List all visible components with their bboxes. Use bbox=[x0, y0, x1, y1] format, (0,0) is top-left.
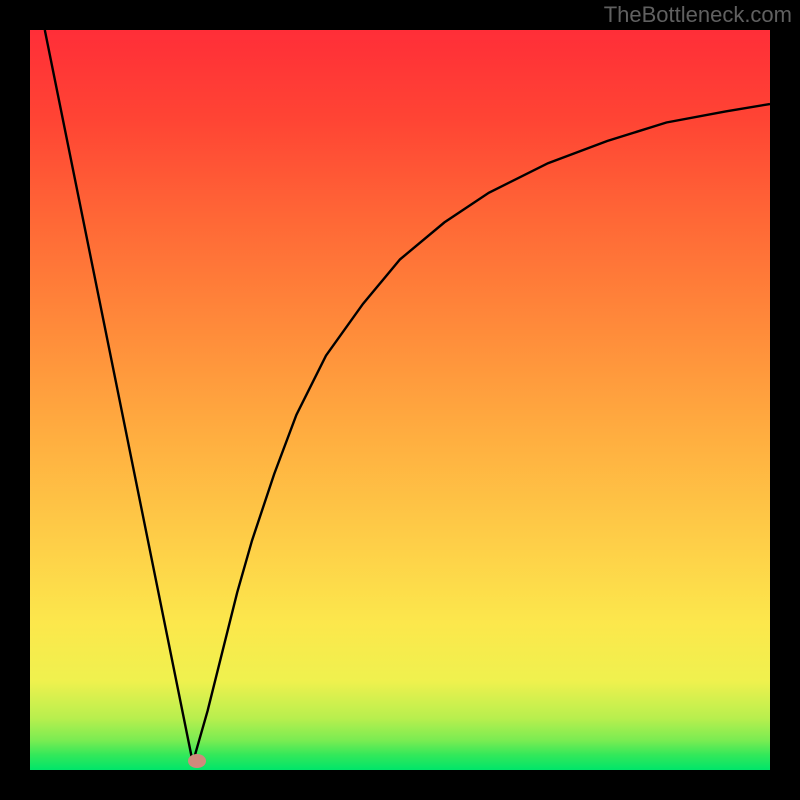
watermark-text: TheBottleneck.com bbox=[604, 2, 792, 28]
chart-stage: TheBottleneck.com bbox=[0, 0, 800, 800]
curve-path bbox=[45, 30, 770, 763]
bottleneck-curve bbox=[30, 30, 770, 770]
plot-area bbox=[30, 30, 770, 770]
minimum-marker bbox=[188, 754, 206, 768]
